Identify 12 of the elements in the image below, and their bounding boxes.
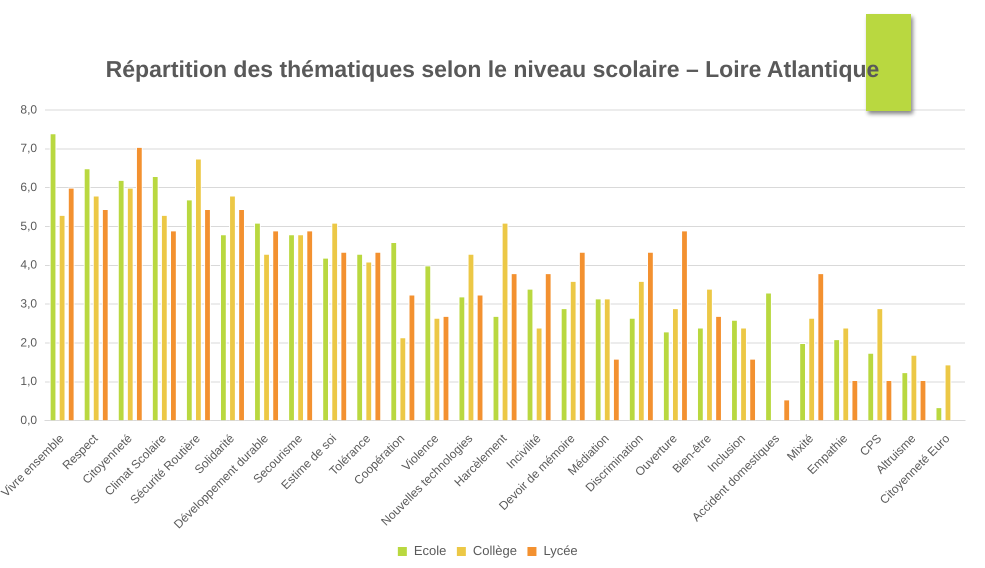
legend-label: Lycée (543, 543, 578, 558)
legend-label: Ecole (414, 543, 446, 558)
legend-label: Collège (472, 543, 517, 558)
y-tick-label: 0,0 (20, 413, 38, 428)
y-tick-label: 3,0 (20, 296, 38, 311)
y-tick-label: 1,0 (20, 374, 38, 388)
y-tick-label: 8,0 (20, 102, 38, 116)
y-tick-label: 7,0 (20, 141, 38, 156)
y-tick-label: 6,0 (20, 180, 38, 194)
y-tick-label: 4,0 (20, 258, 38, 272)
y-tick-label: 5,0 (20, 218, 38, 233)
y-tick-label: 2,0 (20, 335, 38, 350)
